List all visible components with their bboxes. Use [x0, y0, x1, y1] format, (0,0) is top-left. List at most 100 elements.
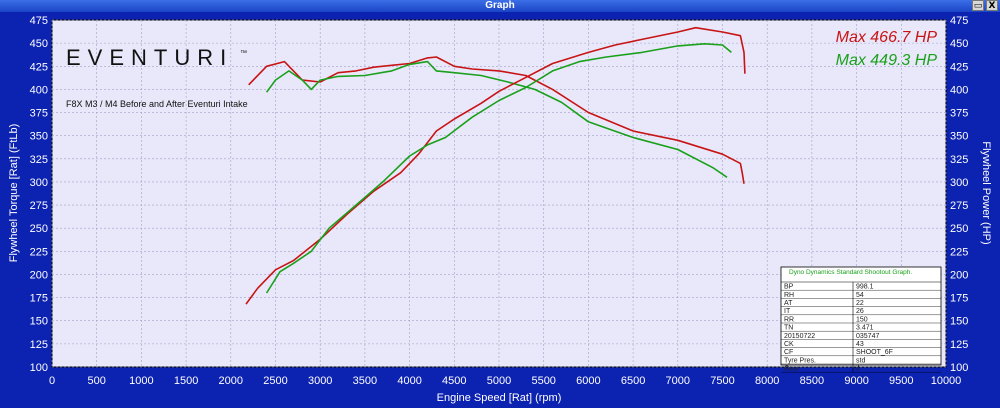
x-tick-label: 5500	[531, 375, 555, 387]
y-tick-label-left: 175	[30, 293, 48, 305]
info-table-key: BP	[784, 284, 794, 291]
y-tick-label-left: 475	[30, 15, 48, 27]
y-tick-label-right: 475	[950, 15, 968, 27]
x-tick-label: 3000	[308, 375, 332, 387]
x-tick-label: 9000	[844, 375, 868, 387]
legend-max-after: Max 466.7 HP	[836, 29, 938, 46]
y-tick-label-left: 225	[30, 246, 48, 258]
info-table-value: 3.471	[856, 325, 874, 332]
y-tick-label-right: 350	[950, 131, 968, 143]
series-lines	[245, 26, 746, 305]
info-table-value: std	[856, 357, 865, 364]
info-table-key: CF	[784, 349, 793, 356]
x-tick-label: 8500	[800, 375, 824, 387]
x-tick-label: 9500	[889, 375, 913, 387]
info-table-value: 035747	[856, 333, 879, 340]
y-tick-label-right: 225	[950, 246, 968, 258]
info-table-value: 150	[856, 316, 868, 323]
y-ticks-right: 100 125 150 175 200 225 250 275 300 325 350 375 400 4…	[950, 15, 968, 374]
y-tick-label-right: 125	[950, 339, 968, 351]
y-tick-label-left: 375	[30, 108, 48, 120]
x-tick-label: 7500	[710, 375, 734, 387]
x-tick-label: 7000	[666, 375, 690, 387]
y-tick-label-left: 275	[30, 200, 48, 212]
y-tick-label-left: 450	[30, 38, 48, 50]
title-bar: Graph ▭ X	[0, 0, 1000, 12]
y-tick-label-left: 325	[30, 154, 48, 166]
chart-title: F8X M3 / M4 Before and After Eventuri In…	[66, 99, 248, 109]
info-table-key: 20150722	[784, 333, 815, 340]
y-tick-label-right: 100	[950, 362, 968, 374]
y-tick-label-right: 175	[950, 293, 968, 305]
x-tick-label: 2000	[219, 375, 243, 387]
close-button[interactable]: X	[986, 0, 998, 11]
info-table-key: AT	[784, 300, 793, 307]
info-table-value: 26	[856, 308, 864, 315]
x-tick-label: 1500	[174, 375, 198, 387]
info-table-key: CK	[784, 341, 794, 348]
y-tick-label-right: 275	[950, 200, 968, 212]
info-table-value: 4	[856, 366, 860, 373]
info-table-key: IT	[784, 308, 791, 315]
series-line-2	[245, 26, 746, 305]
y-tick-label-left: 100	[30, 362, 48, 374]
logo-trademark: ™	[240, 50, 247, 57]
info-table-header: Dyno Dynamics Standard Shootout Graph.	[789, 269, 912, 276]
x-tick-label: 500	[88, 375, 106, 387]
series-line-1	[265, 60, 728, 178]
x-tick-label: 3500	[353, 375, 377, 387]
x-tick-label: 4000	[397, 375, 421, 387]
window-title: Graph	[485, 0, 515, 11]
x-tick-label: 5000	[487, 375, 511, 387]
y-tick-label-right: 375	[950, 108, 968, 120]
y-tick-label-right: 250	[950, 223, 968, 235]
info-table-key: RH	[784, 292, 794, 299]
series-line-3	[265, 42, 732, 294]
y-tick-label-right: 200	[950, 269, 968, 281]
x-tick-label: 4500	[442, 375, 466, 387]
y-tick-label-left: 125	[30, 339, 48, 351]
info-table-value: 22	[856, 300, 864, 307]
legend-max-before: Max 449.3 HP	[836, 52, 938, 69]
y-tick-label-right: 325	[950, 154, 968, 166]
logo-text: EVENTURI	[66, 45, 233, 70]
x-ticks: 0 500 1000 1500 2000 2500 3000 3500 4000 4500 5000…	[49, 375, 961, 387]
y-tick-label-left: 250	[30, 223, 48, 235]
x-tick-label: 10000	[931, 375, 962, 387]
y-tick-label-left: 425	[30, 61, 48, 73]
eventuri-logo: EVENTURI	[66, 45, 233, 70]
x-tick-label: 6500	[621, 375, 645, 387]
x-tick-label: 1000	[129, 375, 153, 387]
info-table-key: Tyre Pres.	[784, 357, 816, 364]
x-axis-label: Engine Speed [Rat] (rpm)	[437, 392, 562, 404]
dyno-info-table: Dyno Dynamics Standard Shootout Graph. BP…	[780, 266, 942, 373]
y-tick-label-right: 450	[950, 38, 968, 50]
x-tick-label: 6000	[576, 375, 600, 387]
info-table-key: TN	[784, 325, 793, 332]
y-tick-label-left: 150	[30, 316, 48, 328]
y-tick-label-right: 425	[950, 61, 968, 73]
x-tick-label: 0	[49, 375, 55, 387]
y-axis-label-right: Flywheel Power (HP)	[980, 141, 992, 244]
info-table-box	[780, 266, 942, 366]
y-ticks-left: 100 125 150 175 200 225 250 275 300 325 350 375 400 4…	[30, 15, 48, 374]
series-line-0	[248, 56, 745, 184]
info-table-value: 998.1	[856, 284, 874, 291]
info-table-value: 43	[856, 341, 864, 348]
restore-button[interactable]: ▭	[972, 0, 984, 11]
x-tick-label: 2500	[263, 375, 287, 387]
y-tick-label-right: 300	[950, 177, 968, 189]
info-table-value: SHOOT_6F	[856, 349, 893, 356]
y-tick-label-left: 200	[30, 269, 48, 281]
y-tick-label-left: 350	[30, 131, 48, 143]
y-tick-label-left: 300	[30, 177, 48, 189]
y-tick-label-right: 400	[950, 84, 968, 96]
y-tick-label-left: 400	[30, 84, 48, 96]
y-tick-label-right: 150	[950, 316, 968, 328]
info-table-key: RR	[784, 316, 794, 323]
info-table-value: 54	[856, 292, 864, 299]
info-table-key: Gear	[784, 366, 800, 373]
x-tick-label: 8000	[755, 375, 779, 387]
